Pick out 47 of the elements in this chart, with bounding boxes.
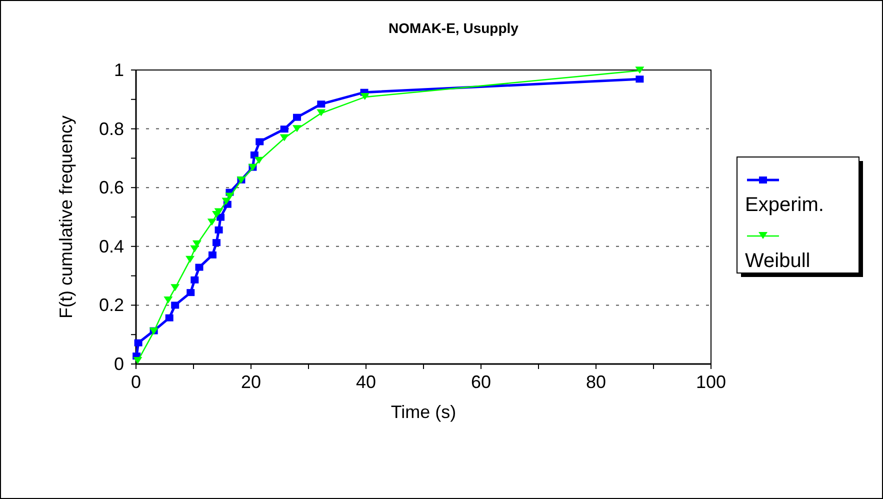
legend-label: Experim. — [745, 194, 824, 216]
y-tick-label: 0.4 — [98, 236, 124, 256]
y-axis-title: F(t) cumulative frequency — [56, 115, 76, 319]
point — [293, 114, 301, 121]
point — [292, 125, 302, 132]
y-tick-label: 0.6 — [98, 178, 124, 198]
x-tick-label: 40 — [356, 372, 376, 392]
point — [207, 218, 216, 226]
point — [195, 264, 204, 271]
point — [256, 138, 264, 146]
point — [280, 126, 288, 133]
x-tick-label: 80 — [586, 372, 606, 392]
point — [360, 93, 370, 100]
point — [225, 192, 234, 200]
point — [165, 314, 174, 322]
point — [254, 156, 264, 164]
x-tick-label: 20 — [240, 372, 262, 392]
y-tick-label: 0.2 — [98, 295, 124, 316]
point — [280, 134, 289, 142]
x-tick-label: 0 — [130, 372, 142, 392]
point — [133, 357, 142, 364]
point — [214, 208, 224, 216]
x-tick-label: 100 — [696, 372, 726, 392]
point — [216, 214, 225, 221]
point — [186, 289, 195, 296]
point — [208, 251, 216, 258]
y-tick-label: 0 — [114, 354, 124, 374]
point — [186, 256, 195, 263]
x-tick-label: 60 — [470, 372, 492, 392]
point — [316, 109, 326, 116]
point — [171, 302, 180, 309]
point — [170, 284, 180, 292]
point — [134, 339, 142, 346]
point — [164, 296, 173, 304]
point — [212, 239, 220, 246]
point — [190, 276, 199, 284]
point — [250, 151, 258, 158]
point — [222, 198, 231, 205]
point — [214, 226, 223, 234]
point — [635, 66, 644, 74]
chart-title: NOMAK-E, Usupply — [388, 20, 519, 36]
y-tick-label: 0.8 — [98, 118, 124, 139]
point — [317, 100, 326, 108]
legend-label: Weibull — [745, 250, 810, 272]
x-axis-title: Time (s) — [390, 402, 456, 422]
point — [636, 76, 644, 83]
y-tick-label: 1 — [114, 60, 124, 80]
